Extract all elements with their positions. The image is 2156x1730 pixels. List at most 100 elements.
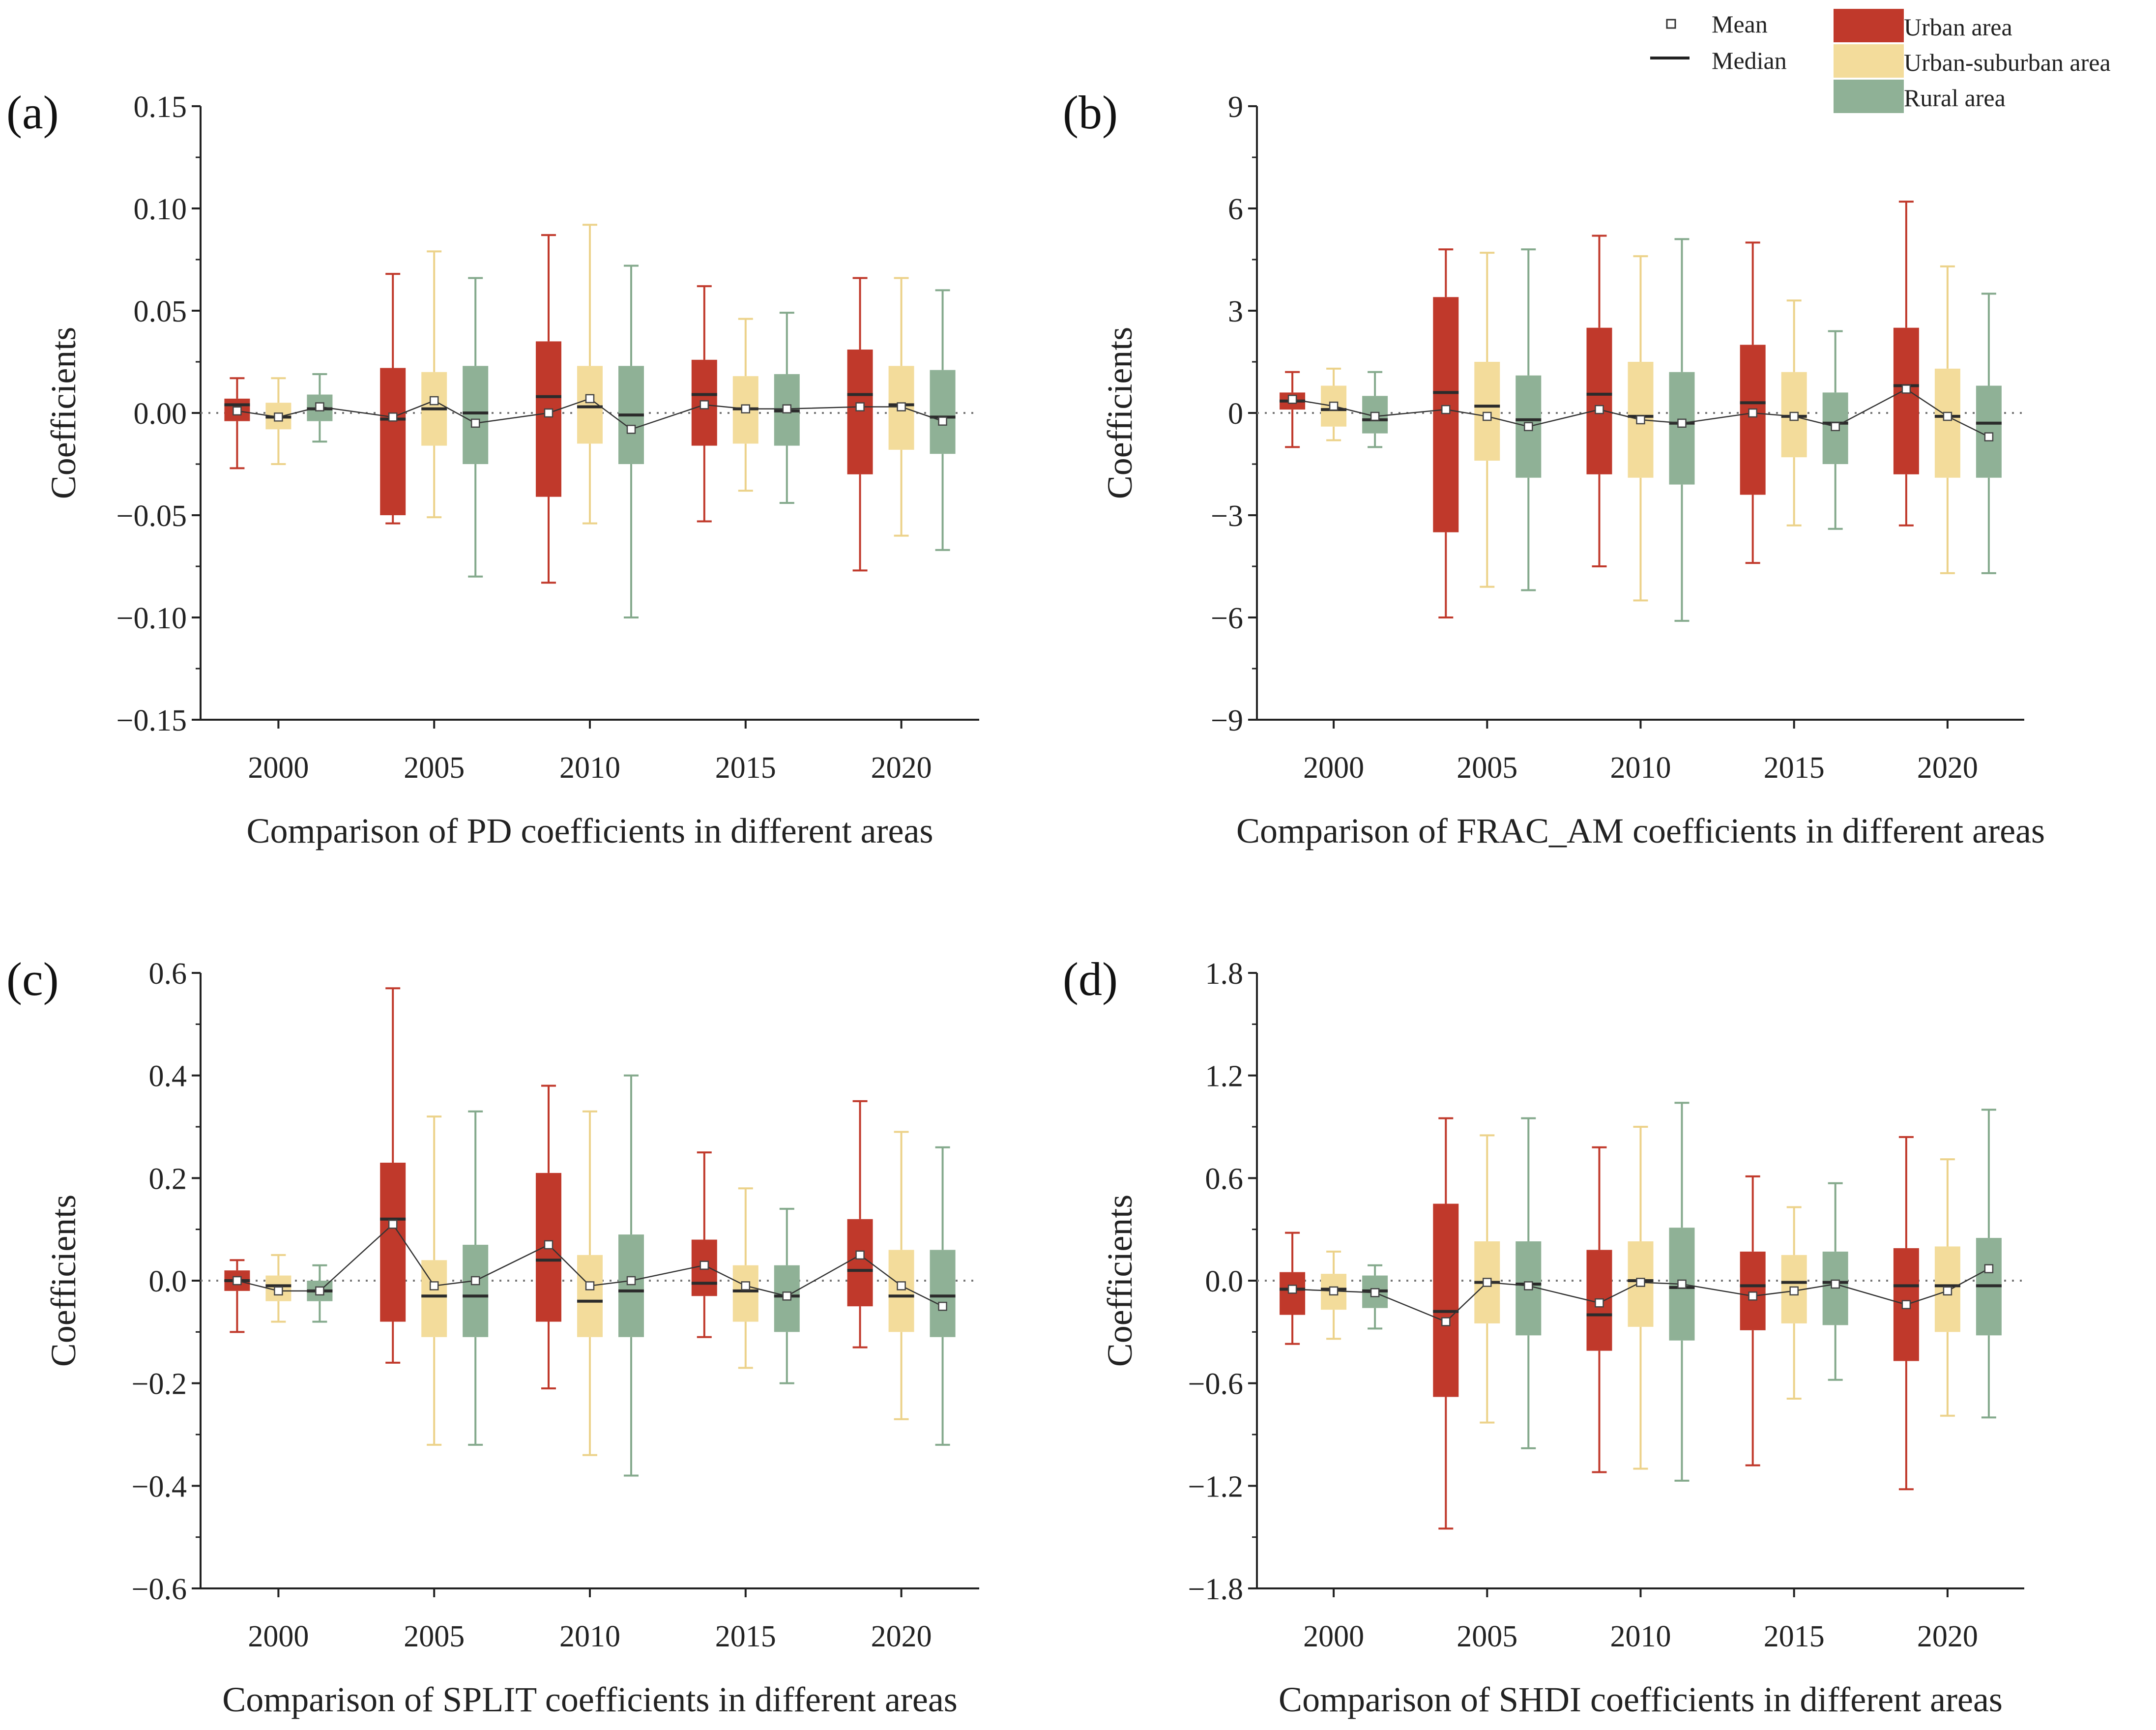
panel-b-y-tick-label: 9 (1228, 90, 1243, 124)
panel-d-box (1433, 1203, 1459, 1397)
panel-d-y-tick-label: 1.2 (1205, 1060, 1244, 1093)
panel-c-letter: (c) (6, 953, 59, 1005)
panel-b-y-tick-label: −9 (1211, 704, 1243, 737)
panel-b-mean-marker (1441, 405, 1451, 414)
panel-a-box (536, 341, 561, 497)
panel-b-mean-marker (1595, 405, 1604, 414)
panel-a-box (463, 366, 489, 464)
panel-c-x-tick-label: 2005 (404, 1620, 465, 1653)
panel-c-mean-marker (782, 1291, 792, 1301)
panel-b-mean-marker (1677, 418, 1687, 428)
panel-d-x-tick-label: 2015 (1764, 1620, 1825, 1653)
panel-a-y-tick-label: 0.15 (134, 90, 187, 124)
panel-b-box (1474, 362, 1500, 461)
panel-a-mean-marker (699, 400, 709, 410)
panel-c-x-tick-label: 2015 (715, 1620, 776, 1653)
panel-c-mean-marker (585, 1281, 595, 1290)
panel-a-mean-marker (897, 402, 906, 411)
panel-a-y-tick-label: 0.10 (134, 193, 187, 226)
panel-d-x-tick-label: 2005 (1457, 1620, 1517, 1653)
panel-d-x-tick-label: 2000 (1303, 1620, 1364, 1653)
panel-b-mean-marker (1943, 411, 1952, 421)
panel-a-y-axis-title: Coefficients (44, 327, 83, 499)
panel-c-y-tick-label: 0.0 (149, 1265, 187, 1298)
panel-d-mean-marker (1677, 1279, 1687, 1289)
panel-c-mean-marker (938, 1301, 947, 1311)
panel-a-mean-marker (782, 404, 792, 413)
panel-a-mean-marker (855, 402, 865, 411)
panel-c-x-tick-label: 2020 (871, 1620, 932, 1653)
panel-c-box (732, 1265, 758, 1322)
panel-c-y-axis-title: Coefficients (44, 1195, 83, 1367)
panel-a-x-tick-label: 2000 (248, 751, 309, 785)
panel-a-mean-marker (585, 394, 595, 404)
panel-c-y-tick-label: −0.2 (132, 1368, 187, 1401)
panel-b-y-tick-label: 3 (1228, 295, 1243, 328)
panel-b-box (1893, 327, 1919, 474)
panel-c-mean-marker (388, 1219, 398, 1229)
panel-b-box (1586, 327, 1612, 474)
panel-d-mean-marker (1287, 1285, 1297, 1294)
panel-a-y-tick-label: 0.05 (134, 295, 187, 328)
panel-a-x-axis-title: Comparison of PD coefficients in differe… (247, 811, 933, 850)
panel-c-mean-marker (315, 1286, 324, 1296)
panel-b-mean-marker (1984, 432, 1994, 441)
panel-d-mean-marker (1943, 1286, 1952, 1296)
panel-d-mean-marker (1441, 1317, 1451, 1326)
panel-c-mean-marker (699, 1261, 709, 1270)
panel-b: −9 −6 −3 0 3 6 9 2000 2005 2010 2015 2020 (b) Coeffic… (1063, 86, 2045, 850)
panel-d-mean-marker (1370, 1288, 1380, 1297)
panel-b-box (1740, 345, 1766, 495)
panel-b-y-tick-label: 0 (1228, 397, 1243, 431)
panel-b-mean-marker (1370, 411, 1380, 421)
panel-c-mean-marker (429, 1281, 439, 1290)
panel-a-letter: (a) (6, 86, 59, 139)
panel-d-mean-marker (1483, 1278, 1492, 1287)
panel-b-x-tick-label: 2000 (1303, 751, 1364, 785)
panel-c-y-tick-label: 0.4 (149, 1060, 187, 1093)
panel-b-x-axis-title: Comparison of FRAC_AM coefficients in di… (1236, 811, 2045, 850)
panel-d-y-tick-label: 0.6 (1205, 1162, 1244, 1196)
panel-c: −0.6 −0.4 −0.2 0.0 0.2 0.4 0.6 2000 2005 2010 2015… (6, 953, 979, 1719)
panel-b-y-tick-label: −3 (1211, 499, 1243, 533)
panel-c-mean-marker (741, 1281, 751, 1290)
panel-d-x-tick-label: 2020 (1917, 1620, 1978, 1653)
panel-b-mean-marker (1524, 422, 1533, 431)
legend: Mean Median Urban area Urban-suburban ar… (1650, 9, 2111, 113)
panel-a-mean-marker (233, 406, 242, 416)
panel-b-box (1669, 372, 1695, 485)
panel-d-y-tick-label: 1.8 (1205, 957, 1244, 991)
panel-a-y-tick-label: −0.10 (117, 602, 187, 635)
panel-a-box (930, 370, 956, 454)
panel-b-mean-marker (1748, 408, 1757, 418)
panel-a-mean-marker (938, 416, 947, 426)
panel-a-mean-marker (429, 396, 439, 406)
panel-d-mean-marker (1901, 1300, 1911, 1309)
panel-b-box (1433, 297, 1459, 532)
panel-a-mean-marker (470, 418, 480, 428)
panel-d-mean-marker (1524, 1281, 1533, 1290)
panel-d-mean-marker (1329, 1286, 1339, 1296)
panel-a-mean-marker (544, 408, 554, 418)
panel-c-mean-marker (233, 1276, 242, 1286)
panel-d-mean-marker (1748, 1291, 1757, 1301)
panel-d-y-tick-label: −1.2 (1188, 1470, 1243, 1503)
panel-c-y-tick-label: 0.2 (149, 1162, 187, 1196)
panel-b-y-tick-label: 6 (1228, 193, 1243, 226)
panel-b-y-axis-title: Coefficients (1100, 327, 1139, 499)
panel-a-x-tick-label: 2015 (715, 751, 776, 785)
panel-a-y-tick-label: 0.00 (134, 397, 187, 431)
panel-c-x-tick-label: 2000 (248, 1620, 309, 1653)
legend-mean-marker (1666, 19, 1676, 29)
panel-b-box (1934, 368, 1960, 478)
panel-c-x-axis-title: Comparison of SPLIT coefficients in diff… (222, 1680, 958, 1719)
panel-b-mean-marker (1483, 411, 1492, 421)
panel-b-x-tick-label: 2010 (1610, 751, 1671, 785)
panel-d-mean-marker (1831, 1279, 1840, 1289)
panel-a-mean-marker (388, 412, 398, 422)
panel-c-box (930, 1250, 956, 1337)
panel-d-mean-marker (1789, 1286, 1799, 1296)
panel-b-mean-marker (1329, 401, 1339, 411)
panel-d-y-tick-label: −0.6 (1188, 1368, 1243, 1401)
